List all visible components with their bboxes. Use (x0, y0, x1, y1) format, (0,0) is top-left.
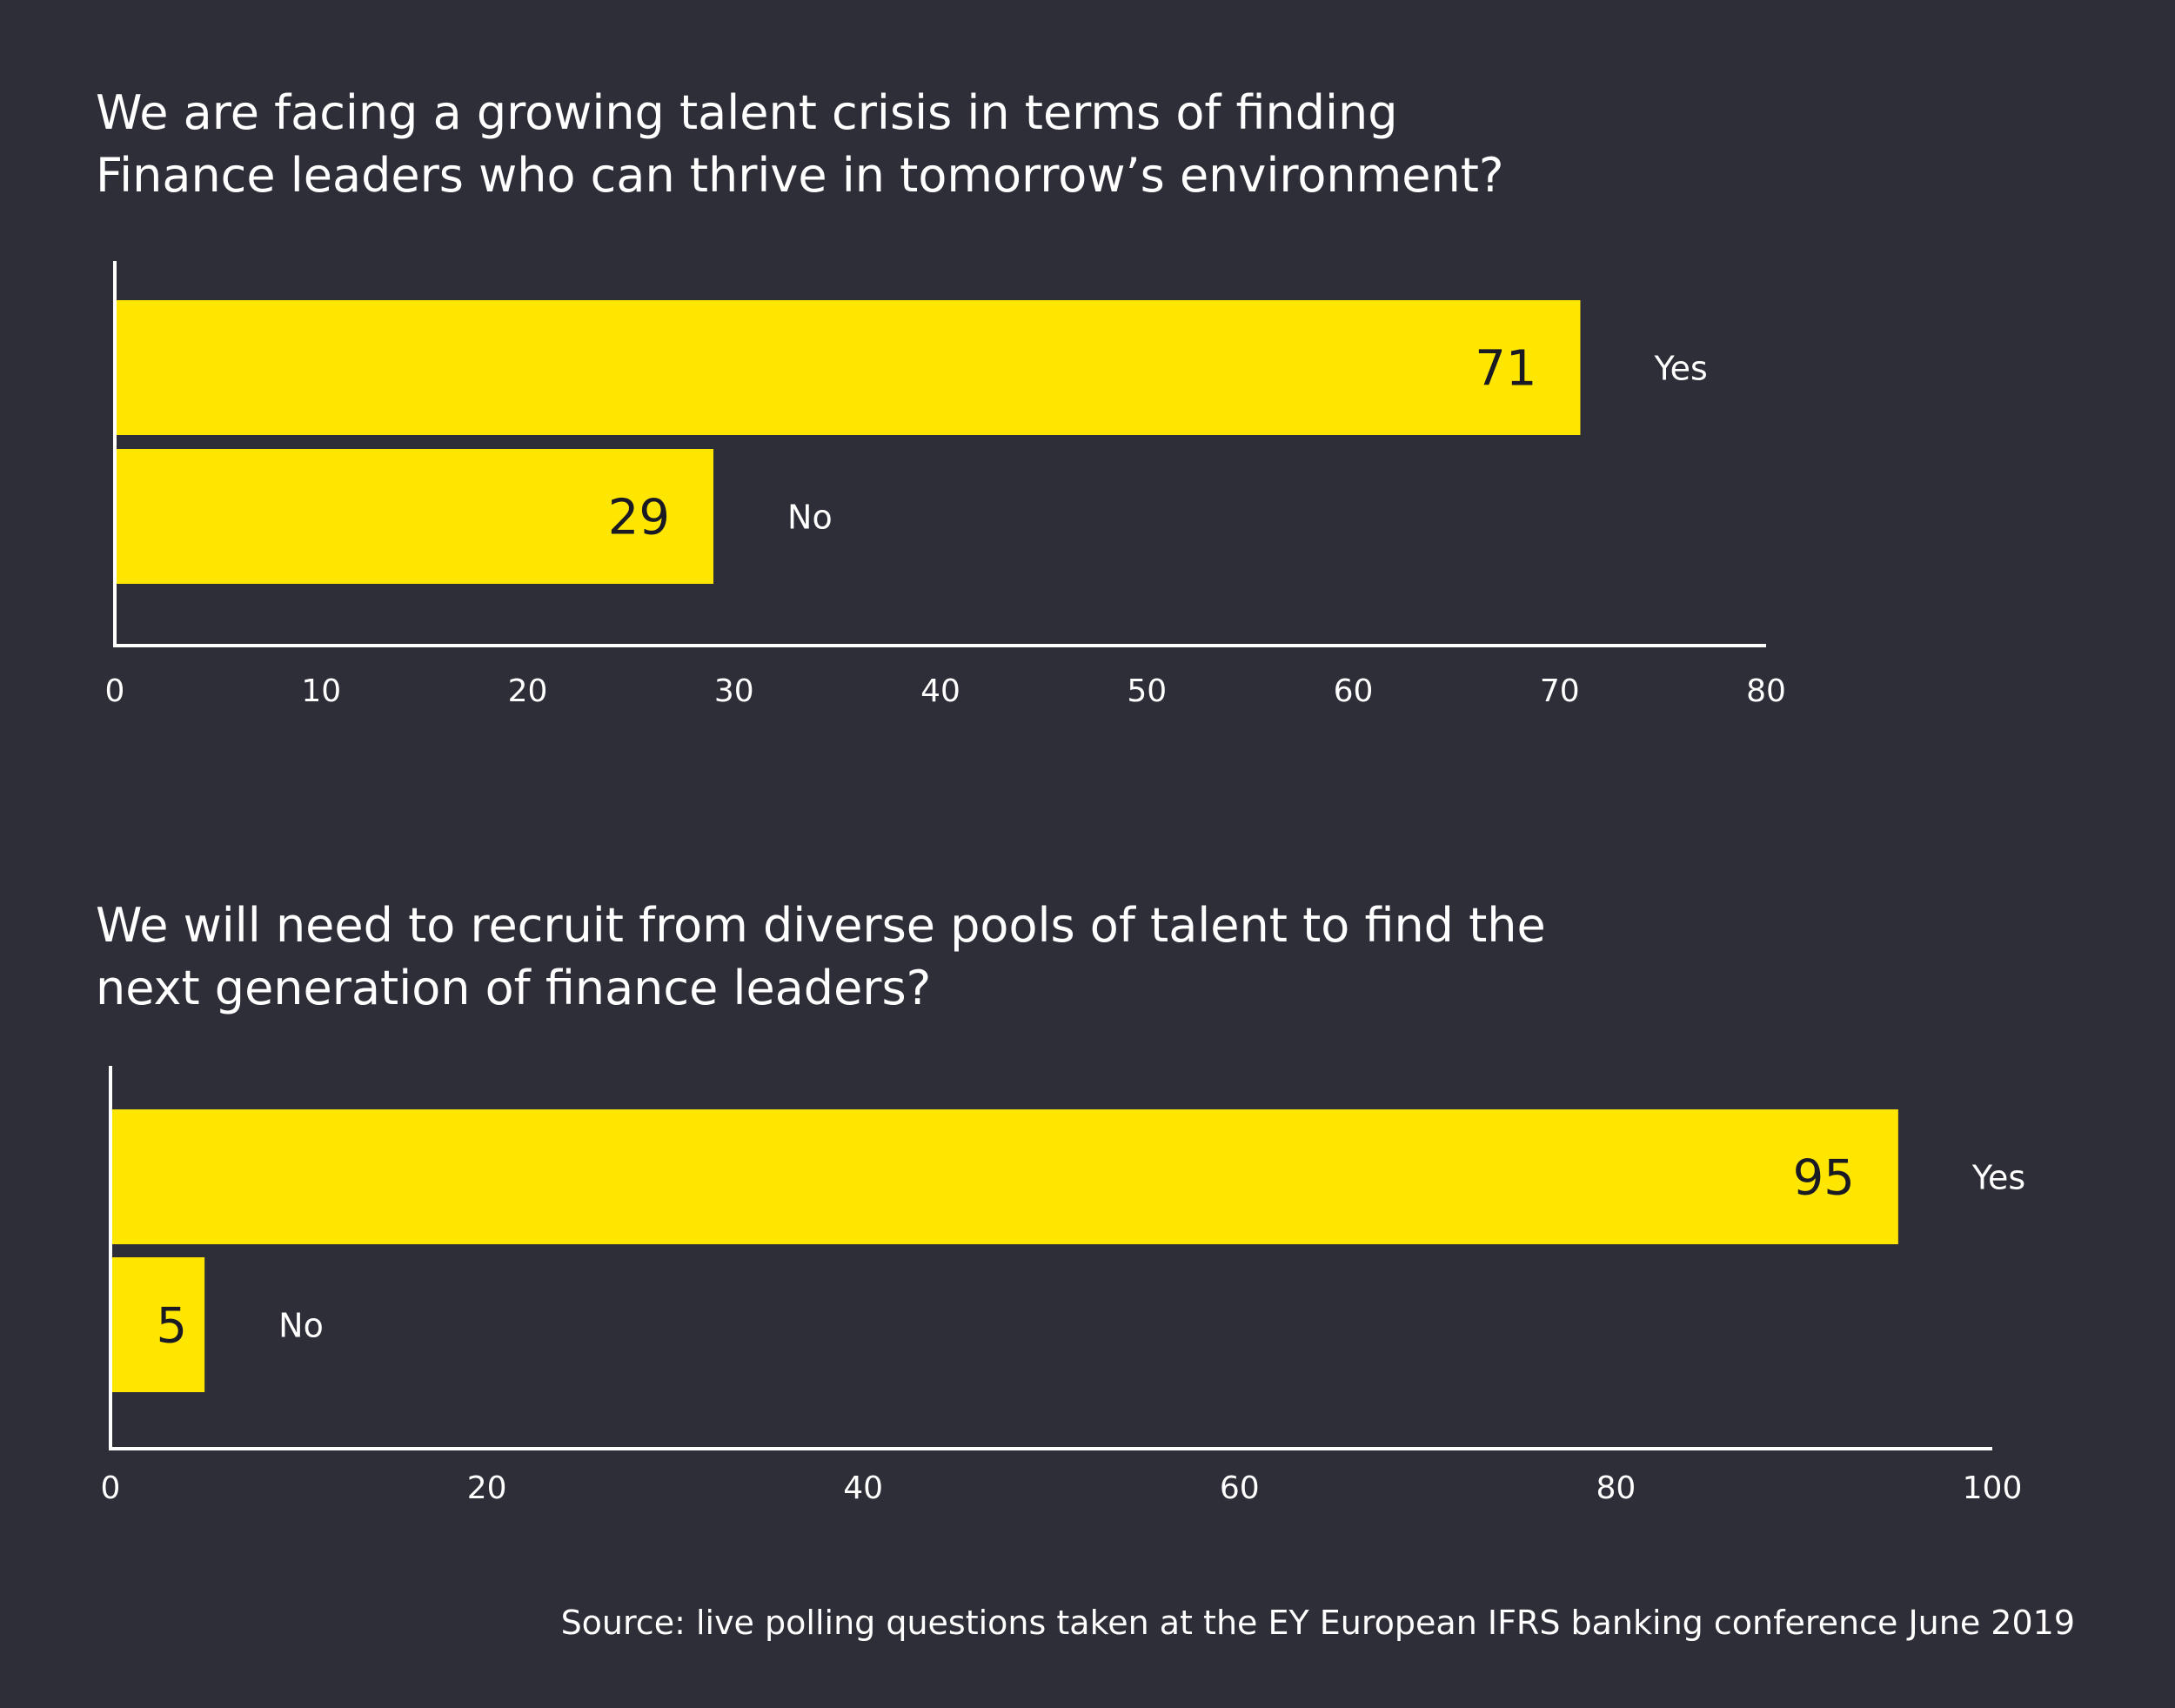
bar-yes (110, 1109, 1898, 1244)
x-tick-label: 80 (1596, 1470, 1636, 1506)
bar-no (115, 449, 714, 584)
data-label: 29 (608, 490, 670, 546)
bar-yes (115, 300, 1581, 435)
chart-title-line: next generation of finance leaders? (96, 961, 931, 1015)
x-tick-label: 20 (467, 1470, 507, 1506)
x-tick-label: 0 (105, 673, 125, 709)
x-tick-label: 30 (714, 673, 754, 709)
bar-no (110, 1257, 205, 1392)
x-tick-label: 60 (1334, 673, 1374, 709)
data-label: 5 (157, 1298, 188, 1355)
x-tick-label: 50 (1127, 673, 1167, 709)
chart-diverse-talent: We will need to recruit from diverse poo… (96, 898, 2025, 1506)
x-tick-label: 80 (1746, 673, 1786, 709)
x-tick-label: 10 (301, 673, 341, 709)
category-label: Yes (1971, 1159, 2025, 1197)
source-note: Source: live polling questions taken at … (561, 1604, 2075, 1642)
chart-title-line: We are facing a growing talent crisis in… (96, 85, 1398, 140)
chart-title-line: We will need to recruit from diverse poo… (96, 898, 1546, 953)
x-tick-label: 60 (1220, 1470, 1260, 1506)
data-label: 95 (1793, 1150, 1855, 1207)
x-tick-label: 70 (1540, 673, 1580, 709)
x-tick-label: 40 (843, 1470, 883, 1506)
data-label: 71 (1475, 341, 1536, 398)
x-tick-label: 100 (1963, 1470, 2023, 1506)
x-tick-label: 0 (101, 1470, 121, 1506)
chart-talent-crisis: We are facing a growing talent crisis in… (96, 85, 1786, 709)
category-label: No (278, 1307, 324, 1345)
x-tick-label: 40 (920, 673, 960, 709)
category-label: No (787, 499, 833, 537)
category-label: Yes (1653, 350, 1707, 388)
x-tick-label: 20 (508, 673, 548, 709)
chart-title-line: Finance leaders who can thrive in tomorr… (96, 148, 1504, 203)
